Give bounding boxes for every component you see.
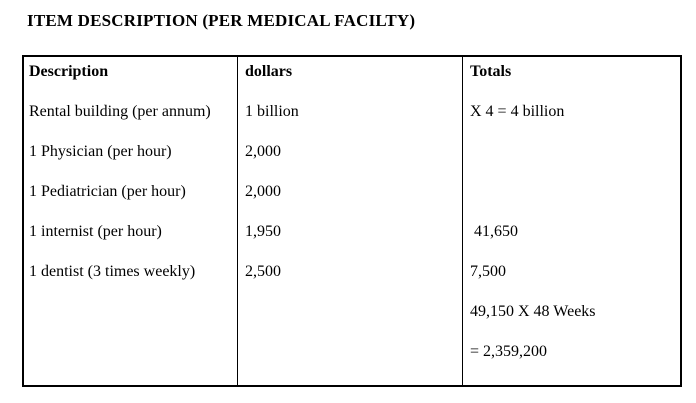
column-header-totals: Totals [470,63,512,80]
cell-totals: 7,500 [470,263,506,280]
page-title: ITEM DESCRIPTION (PER MEDICAL FACILTY) [27,11,416,30]
cell-description: 1 Physician (per hour) [29,143,172,160]
cell-description [24,340,237,380]
item-description-table: Description dollars Totals Rental buildi… [22,55,682,387]
cell-description: Rental building (per annum) [29,103,211,120]
cell-totals [462,180,680,220]
cell-dollars: 1,950 [245,223,281,240]
column-header-dollars: dollars [245,63,293,80]
cell-totals: 41,650 [470,223,518,240]
cell-dollars: 1 billion [245,103,299,120]
cell-dollars: 2,000 [245,183,281,200]
cell-dollars: 2,000 [245,143,281,160]
column-divider-1 [237,57,238,385]
cell-dollars: 2,500 [245,263,281,280]
cell-totals: = 2,359,200 [470,343,548,360]
cell-description: 1 internist (per hour) [29,223,162,240]
cell-totals [462,140,680,180]
cell-totals: 49,150 X 48 Weeks [470,303,596,320]
cell-description: 1 Pediatrician (per hour) [29,183,186,200]
cell-dollars [237,340,462,380]
column-divider-2 [462,57,463,385]
cell-totals: X 4 = 4 billion [470,103,565,120]
table-grid: Description dollars Totals Rental buildi… [24,57,680,385]
cell-description [24,300,237,340]
cell-dollars [237,300,462,340]
cell-description: 1 dentist (3 times weekly) [29,263,196,280]
column-header-description: Description [29,63,109,80]
